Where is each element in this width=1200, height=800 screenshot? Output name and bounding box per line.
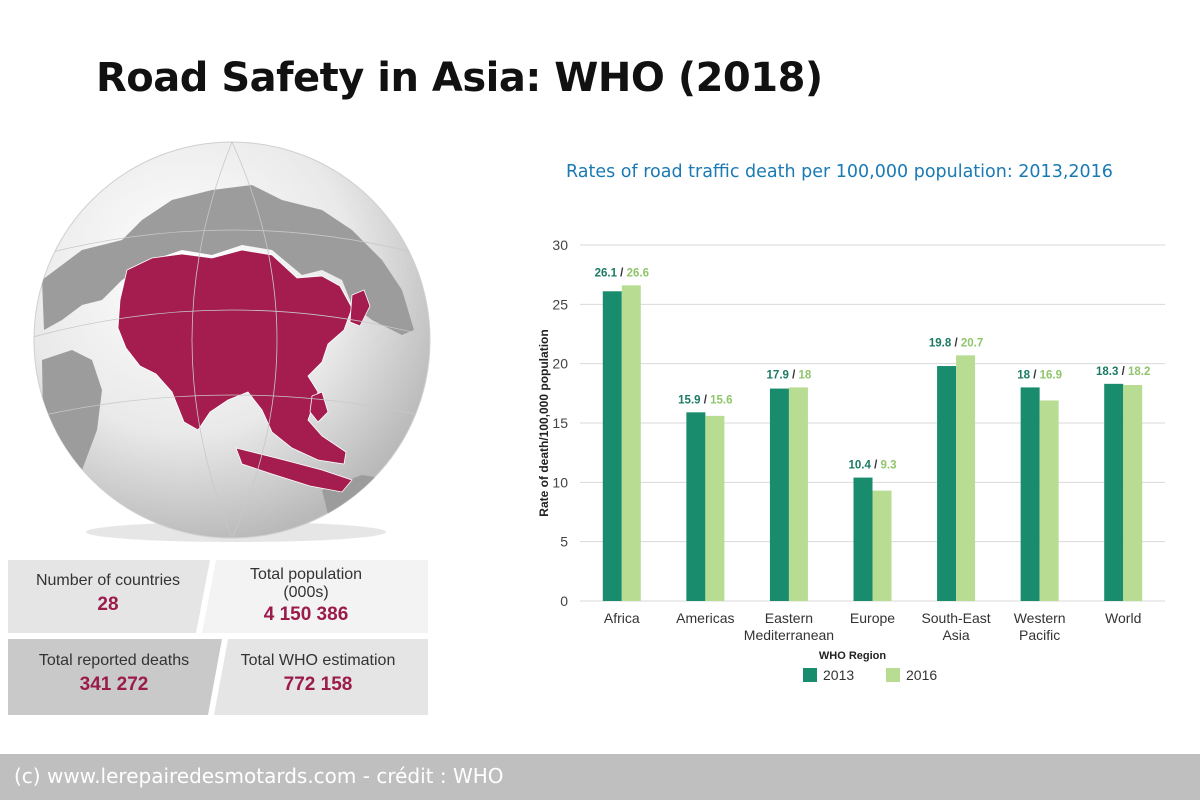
x-tick-label: Africa <box>604 610 640 626</box>
stat-deaths-value: 341 272 <box>79 674 149 695</box>
x-tick-label: Asia <box>942 627 969 643</box>
bar-2013 <box>686 412 706 601</box>
bar-2016 <box>621 285 641 601</box>
legend-label-2016: 2016 <box>906 667 937 683</box>
stat-population-unit: (000s) <box>283 584 329 601</box>
y-tick-label: 20 <box>552 356 568 372</box>
bar-2013 <box>602 291 622 601</box>
bar-2016 <box>1039 400 1059 601</box>
x-tick-label: Americas <box>676 610 734 626</box>
x-tick-label: Mediterranean <box>744 627 834 643</box>
legend-label-2013: 2013 <box>823 667 854 683</box>
legend-swatch-2016 <box>886 668 900 682</box>
data-label: 26.1 / 26.6 <box>595 267 649 279</box>
asia-highlight-region <box>117 249 353 465</box>
bar-2016 <box>705 415 725 601</box>
data-label: 19.8 / 20.7 <box>929 337 983 349</box>
y-tick-label: 25 <box>552 296 568 312</box>
footer-credit: (c) www.lerepairedesmotards.com - crédit… <box>14 764 504 788</box>
x-tick-label: Europe <box>850 610 895 626</box>
bar-2013 <box>937 366 957 601</box>
legend-swatch-2013 <box>803 668 817 682</box>
bar-2016 <box>956 355 976 601</box>
bar-2016 <box>788 387 808 601</box>
stat-number-of-countries: Number of countries 28 <box>8 572 208 616</box>
stats-background <box>8 560 428 715</box>
x-tick-label: World <box>1105 610 1141 626</box>
bar-2013 <box>1104 383 1124 601</box>
bar-2016 <box>1123 385 1143 601</box>
stat-population-value: 4 150 386 <box>263 604 349 625</box>
stat-total-population: Total population (000s) 4 150 386 <box>206 566 406 626</box>
stat-estimation-value: 772 158 <box>283 674 353 695</box>
x-tick-label: Eastern <box>765 610 813 626</box>
page-title: Road Safety in Asia: WHO (2018) <box>96 55 823 101</box>
stat-total-reported-deaths: Total reported deaths 341 272 <box>14 652 214 696</box>
x-axis-title: WHO Region <box>819 650 886 662</box>
stat-total-who-estimation: Total WHO estimation 772 158 <box>218 652 418 696</box>
footer-bar: (c) www.lerepairedesmotards.com - crédit… <box>0 754 1200 800</box>
asia-globe-map <box>33 141 431 542</box>
data-label: 18 / 16.9 <box>1017 369 1062 381</box>
stat-countries-label: Number of countries <box>35 572 181 589</box>
data-label: 18.3 / 18.2 <box>1096 366 1150 378</box>
y-tick-label: 10 <box>552 474 568 490</box>
globe-landmasses <box>34 142 430 538</box>
y-axis-title: Rate of death/100,000 population <box>537 329 551 516</box>
stat-deaths-label: Total reported deaths <box>38 652 190 669</box>
bar-2013 <box>853 477 873 601</box>
y-tick-label: 30 <box>552 237 568 253</box>
data-label: 15.9 / 15.6 <box>678 394 732 406</box>
x-tick-label: Western <box>1014 610 1066 626</box>
bar-2016 <box>872 490 892 601</box>
y-tick-label: 0 <box>560 593 568 609</box>
stats-panel: Number of countries 28 Total population … <box>8 560 428 715</box>
data-label: 17.9 / 18 <box>767 369 812 381</box>
bar-2013 <box>1020 387 1040 601</box>
y-tick-label: 15 <box>552 415 568 431</box>
stat-countries-value: 28 <box>97 594 119 615</box>
x-tick-label: Pacific <box>1019 627 1060 643</box>
stat-estimation-label: Total WHO estimation <box>240 652 396 669</box>
chart-title: Rates of road traffic death per 100,000 … <box>566 162 1113 182</box>
stat-population-label: Total population <box>249 566 363 583</box>
bar-2013 <box>769 388 789 601</box>
data-label: 10.4 / 9.3 <box>849 460 897 472</box>
bar-chart: 0 5 10 15 20 25 30 Rate of death/100,000 popula… <box>537 237 1165 683</box>
y-tick-label: 5 <box>560 534 568 550</box>
x-tick-label: South-East <box>921 610 990 626</box>
